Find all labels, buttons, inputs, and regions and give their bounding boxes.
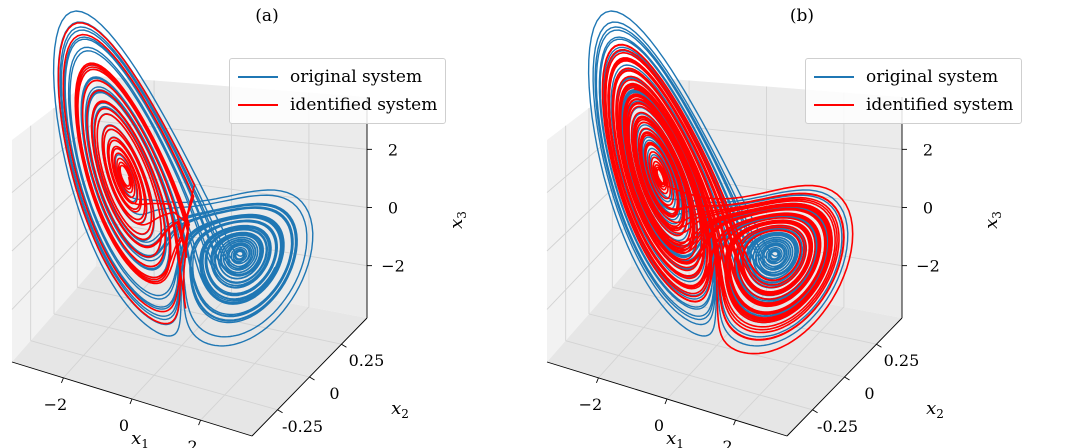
y-tick-label: 0.25 bbox=[884, 351, 920, 370]
legend-label: identified system bbox=[290, 95, 438, 115]
x-tick bbox=[596, 377, 599, 384]
y-tick-label: 0 bbox=[864, 384, 874, 403]
y-tick-label: 0 bbox=[329, 384, 339, 403]
y-tick bbox=[309, 376, 315, 381]
x-tick bbox=[664, 398, 668, 405]
z-tick-label: −2 bbox=[381, 257, 405, 276]
chart-plot-b: −2 0 2 -0.25 0 0.25 −2 0 2 x1 x2 x3 bbox=[546, 10, 1004, 448]
legend-item-identified: identified system bbox=[238, 91, 437, 119]
x-tick-label: 0 bbox=[119, 416, 129, 435]
grid-line bbox=[30, 340, 278, 411]
y-tick bbox=[812, 409, 818, 414]
grid-line bbox=[565, 340, 813, 411]
x-tick-label: 0 bbox=[654, 416, 664, 435]
legend-swatch bbox=[814, 104, 854, 106]
grid-line bbox=[11, 220, 97, 310]
legend-label: original system bbox=[290, 67, 423, 87]
z-tick-label: 2 bbox=[388, 140, 398, 159]
x-tick bbox=[198, 419, 201, 426]
z-tick-label: 2 bbox=[923, 140, 933, 159]
chart-plot-a: −2 0 2 -0.25 0 0.25 −2 0 2 x1 x2 x3 bbox=[11, 10, 469, 448]
legend: original system identified system bbox=[805, 58, 1023, 124]
panel-title: (b) bbox=[789, 6, 815, 26]
x-tick bbox=[61, 377, 64, 384]
z-axis-label: x3 bbox=[981, 211, 1004, 229]
y-tick bbox=[341, 343, 347, 348]
x-tick bbox=[733, 419, 736, 426]
panel-a: (a) −2 0 2 -0.25 0 0.25 −2 0 2 x1 x2 x3 original sy… bbox=[0, 0, 534, 448]
y-tick bbox=[277, 409, 283, 414]
legend-label: identified system bbox=[866, 95, 1014, 115]
x-tick-label: −2 bbox=[44, 395, 68, 414]
z-tick-label: 0 bbox=[923, 199, 933, 218]
x-tick-label: 2 bbox=[722, 437, 732, 448]
legend-item-identified: identified system bbox=[814, 91, 1013, 119]
series-identified-system bbox=[601, 43, 854, 355]
z-axis-label: x3 bbox=[446, 211, 469, 229]
grid-line bbox=[11, 170, 97, 252]
x-tick-label: 2 bbox=[187, 437, 197, 448]
y-tick-label: -0.25 bbox=[817, 417, 858, 436]
grid-line bbox=[546, 220, 632, 310]
legend-item-original: original system bbox=[814, 63, 1013, 91]
legend-label: original system bbox=[866, 67, 999, 87]
panel-b: (b) −2 0 2 -0.25 0 0.25 −2 0 2 x1 x2 x3 original sy… bbox=[535, 0, 1069, 448]
legend: original system identified system bbox=[229, 58, 447, 124]
x-tick bbox=[129, 398, 133, 405]
legend-item-original: original system bbox=[238, 63, 437, 91]
z-tick-label: 0 bbox=[388, 199, 398, 218]
grid-line bbox=[588, 313, 845, 378]
y-axis-label: x2 bbox=[926, 398, 944, 421]
y-axis-label: x2 bbox=[391, 398, 409, 421]
x-axis-label: x1 bbox=[131, 428, 149, 448]
x-axis-label: x1 bbox=[666, 428, 684, 448]
legend-swatch bbox=[238, 104, 278, 106]
grid-line bbox=[53, 313, 310, 378]
legend-swatch bbox=[238, 76, 278, 78]
y-tick-label: -0.25 bbox=[282, 417, 323, 436]
z-tick-label: −2 bbox=[916, 257, 940, 276]
panel-title: (a) bbox=[255, 6, 279, 26]
y-tick-label: 0.25 bbox=[349, 351, 385, 370]
y-tick bbox=[876, 343, 882, 348]
y-tick bbox=[844, 376, 850, 381]
series-identified-system bbox=[57, 22, 196, 325]
x-tick-label: −2 bbox=[579, 395, 603, 414]
legend-swatch bbox=[814, 76, 854, 78]
